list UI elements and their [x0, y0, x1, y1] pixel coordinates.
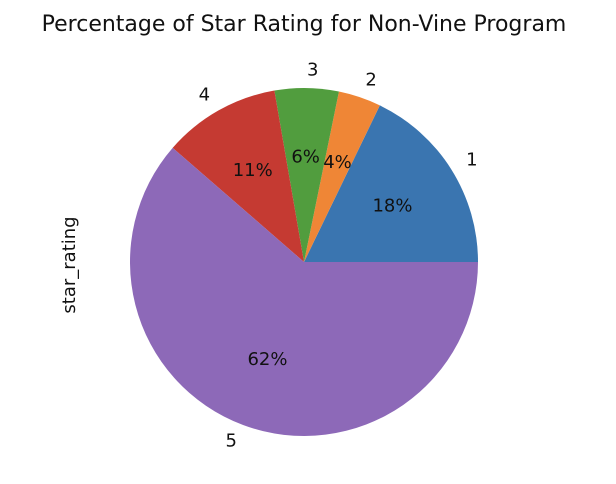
percent-label-1: 18% [372, 196, 412, 217]
pie-slice-4 [172, 90, 304, 263]
y-axis-label: star_rating [59, 216, 80, 313]
pie-slice-3 [274, 88, 339, 262]
category-label-1: 1 [466, 149, 477, 170]
percent-label-3: 6% [291, 147, 320, 168]
category-label-3: 3 [307, 60, 318, 81]
category-label-2: 2 [365, 70, 376, 91]
percent-label-4: 11% [233, 160, 273, 181]
pie-slice-5 [129, 147, 478, 437]
percent-label-2: 4% [323, 152, 352, 173]
category-label-4: 4 [199, 84, 210, 105]
pie-slice-2 [304, 91, 380, 262]
pie-labels: 1 18% 2 4% 3 6% 4 11% 5 62% [199, 60, 478, 452]
category-label-5: 5 [226, 430, 237, 451]
percent-label-5: 62% [247, 349, 287, 370]
pie-slices [129, 88, 478, 437]
pie-slice-1 [304, 105, 478, 262]
chart-title: Percentage of Star Rating for Non-Vine P… [41, 12, 567, 37]
